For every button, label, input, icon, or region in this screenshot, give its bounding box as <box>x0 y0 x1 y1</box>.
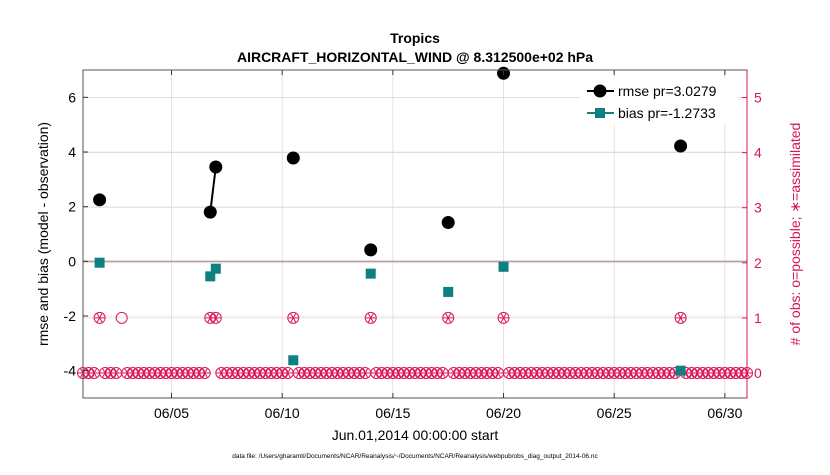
chart-title: Tropics <box>390 30 440 46</box>
obs-assimilated-marker <box>288 313 299 323</box>
obs-assimilated-marker <box>493 368 503 378</box>
x-tick-label: 06/25 <box>597 405 632 421</box>
bias-point <box>498 261 509 272</box>
axis-layer: 06/05 06/10 06/15 06/20 06/25 06/30 -4 -2 0 2 4 6 0 1… <box>64 70 762 421</box>
obs-star-stroke <box>362 368 369 378</box>
obs-star-stroke <box>439 368 446 378</box>
obs-star-stroke <box>212 313 219 323</box>
rmse-point <box>203 205 217 219</box>
legend-bias-marker <box>595 108 605 118</box>
obs-assimilated-marker <box>210 313 221 323</box>
obs-star-stroke <box>500 313 507 323</box>
obs-assimilated-marker <box>498 313 509 323</box>
rmse-point <box>441 216 455 230</box>
x-tick-label: 06/05 <box>154 405 189 421</box>
y-tick-label-left: 0 <box>68 253 76 269</box>
bias-point <box>443 286 454 297</box>
rmse-point <box>674 139 688 153</box>
y-axis-label-right: # of obs: o=possible; ∗=assimilated <box>787 123 803 346</box>
obs-assimilated-marker <box>675 313 686 323</box>
rmse-point <box>93 193 107 207</box>
obs-count-layer <box>77 311 753 379</box>
footer-data-file: data file: /Users/gharamti/Documents/NCA… <box>232 453 598 460</box>
obs-star-stroke <box>207 313 214 323</box>
obs-assimilated-marker <box>89 368 100 378</box>
x-tick-label: 06/30 <box>707 405 742 421</box>
obs-possible-marker <box>287 311 300 324</box>
obs-assimilated-marker <box>94 313 105 323</box>
obs-star-stroke <box>367 313 374 323</box>
bias-point <box>205 271 216 282</box>
obs-assimilated-marker <box>437 368 448 378</box>
obs-assimilated-marker <box>360 368 371 378</box>
obs-star-stroke <box>290 313 297 323</box>
legend: rmse pr=3.0279 bias pr=-1.2733 <box>580 78 738 124</box>
obs-star-stroke <box>677 313 684 323</box>
chart-subtitle: AIRCRAFT_HORIZONTAL_WIND @ 8.312500e+02 … <box>237 49 593 65</box>
x-tick-label: 06/20 <box>486 405 521 421</box>
obs-possible-marker <box>497 311 510 324</box>
obs-star-stroke <box>445 313 452 323</box>
y-tick-label-right: 2 <box>754 255 762 271</box>
obs-assimilated-marker <box>282 368 293 378</box>
rmse-point <box>209 160 223 174</box>
obs-assimilated-marker <box>199 368 210 378</box>
y-tick-label-right: 5 <box>754 90 762 106</box>
legend-bias-label: bias pr=-1.2733 <box>618 105 716 121</box>
obs-possible-marker <box>198 366 211 379</box>
y-tick-label-right: 3 <box>754 200 762 216</box>
obs-assimilated-marker <box>365 313 376 323</box>
obs-star-stroke <box>284 368 291 378</box>
rmse-line <box>209 166 217 213</box>
y-tick-label-left: -4 <box>64 363 77 379</box>
obs-assimilated-marker <box>443 313 454 323</box>
x-tick-label: 06/10 <box>265 405 300 421</box>
obs-assimilated-marker <box>111 368 122 378</box>
y-tick-label-right: 1 <box>754 310 762 326</box>
obs-possible-marker <box>674 311 687 324</box>
bias-point <box>675 365 686 376</box>
x-tick-label: 06/15 <box>375 405 410 421</box>
series-layer <box>93 66 688 376</box>
rmse-point <box>286 151 300 165</box>
obs-possible-marker <box>115 311 128 324</box>
bias-point <box>210 263 221 274</box>
obs-possible-marker <box>364 311 377 324</box>
y-tick-label-left: 6 <box>68 89 76 105</box>
y-tick-label-right: 4 <box>754 145 762 161</box>
obs-star-stroke <box>91 368 97 378</box>
rmse-point <box>364 243 378 257</box>
y-axis-label-left: rmse and bias (model - observation) <box>35 122 51 346</box>
obs-star-stroke <box>201 368 208 378</box>
x-axis-label: Jun.01,2014 00:00:00 start <box>332 427 499 443</box>
bias-point <box>365 268 376 279</box>
y-tick-label-right: 0 <box>754 365 762 381</box>
obs-star-stroke <box>113 368 120 378</box>
y-tick-label-left: -2 <box>64 308 77 324</box>
obs-star-stroke <box>495 368 501 378</box>
obs-star-stroke <box>96 313 103 323</box>
legend-box <box>580 78 738 124</box>
bias-point <box>94 257 105 268</box>
legend-rmse-marker <box>593 84 607 98</box>
legend-rmse-label: rmse pr=3.0279 <box>618 83 717 99</box>
obs-possible-marker <box>442 311 455 324</box>
obs-possible-marker <box>93 311 106 324</box>
y-tick-label-left: 2 <box>68 199 76 215</box>
bias-point <box>288 355 299 366</box>
y-tick-label-left: 4 <box>68 144 76 160</box>
